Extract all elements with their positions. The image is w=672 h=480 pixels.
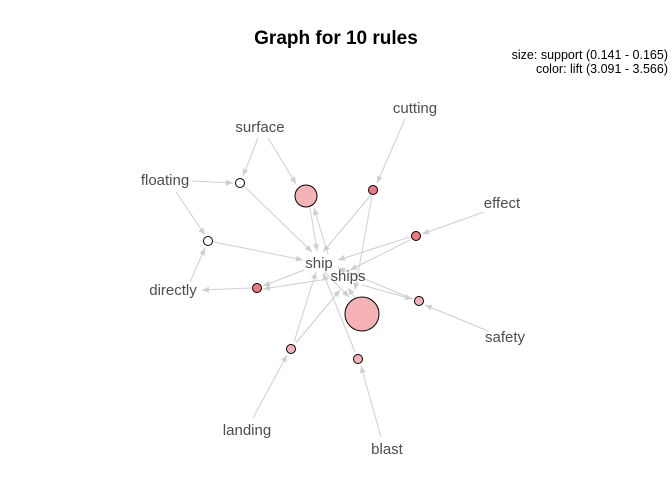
rule-node-r9 xyxy=(414,296,424,306)
edge-r1-ship xyxy=(243,185,313,253)
item-label-safety: safety xyxy=(485,329,526,346)
edge-surface-r1 xyxy=(242,137,259,177)
item-label-effect: effect xyxy=(484,195,521,212)
edge-r11-ship xyxy=(322,272,356,353)
edge-r4-ship xyxy=(322,194,372,253)
edge-r5-ships xyxy=(349,239,411,271)
item-label-landing: landing xyxy=(223,422,271,439)
edge-ships-r9 xyxy=(361,284,413,301)
item-label-blast: blast xyxy=(371,441,404,458)
edge-surface-r3 xyxy=(267,137,297,185)
legend-color-text: color: lift (3.091 - 3.566) xyxy=(535,62,668,76)
edge-r3-ship xyxy=(309,206,319,252)
rule-node-r3 xyxy=(294,184,318,208)
edge-landing-r10 xyxy=(252,354,288,419)
edge-ship-r7 xyxy=(262,269,305,287)
edge-floating-r1 xyxy=(191,179,234,186)
legend-size-text: size: support (0.141 - 0.165) xyxy=(511,48,668,62)
edge-r5-ship xyxy=(337,236,411,261)
edge-blast-r11 xyxy=(360,365,382,438)
rule-node-r4 xyxy=(368,185,378,195)
rule-node-r8 xyxy=(344,296,380,332)
item-label-cutting: cutting xyxy=(393,100,437,117)
rule-nodes xyxy=(203,178,424,364)
rule-node-r11 xyxy=(353,354,363,364)
edge-ship-r8 xyxy=(324,271,350,298)
graph-title: Graph for 10 rules xyxy=(254,28,418,49)
edge-r9-ship xyxy=(337,267,414,300)
edge-r10-ships xyxy=(295,289,341,344)
edge-directly-r6 xyxy=(189,247,206,283)
item-label-ships: ships xyxy=(330,268,365,285)
item-label-floating: floating xyxy=(141,172,189,189)
legend: size: support (0.141 - 0.165) color: lif… xyxy=(512,48,668,76)
item-label-surface: surface xyxy=(235,119,284,136)
edge-floating-r6 xyxy=(175,191,206,236)
edge-effect-r5 xyxy=(421,211,485,235)
rule-node-r1 xyxy=(235,178,245,188)
edge-cutting-r4 xyxy=(376,118,406,184)
edge-r8-ships xyxy=(347,287,356,299)
rule-node-r5 xyxy=(411,231,421,241)
edge-r4-ships xyxy=(353,195,373,291)
edges xyxy=(175,118,489,438)
edge-safety-r9 xyxy=(424,304,489,332)
item-labels: surface cutting floating effect ship shi… xyxy=(141,100,526,458)
edge-r6-ship xyxy=(213,241,304,262)
item-label-directly: directly xyxy=(149,282,197,299)
rule-node-r6 xyxy=(203,236,213,246)
item-label-ship: ship xyxy=(305,255,333,272)
rule-node-r7 xyxy=(252,283,262,293)
rule-node-r10 xyxy=(286,344,296,354)
edge-r10-ship xyxy=(293,271,317,343)
edge-ships-r7 xyxy=(262,278,329,291)
edge-r7-directly xyxy=(201,286,252,293)
